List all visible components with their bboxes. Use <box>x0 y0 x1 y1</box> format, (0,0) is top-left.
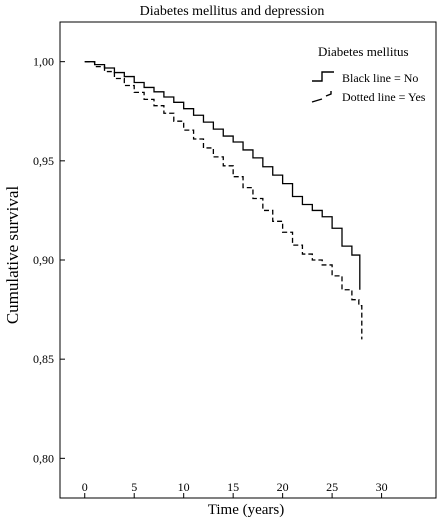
series-line-yes <box>84 61 363 340</box>
x-axis-ticks: 0 5 10 15 20 25 30 <box>82 480 388 498</box>
x-axis-label: Time (years) <box>208 502 285 518</box>
legend: Diabetes mellitus Black line = No Dotted… <box>311 44 426 104</box>
y-tick-label: 0,90 <box>33 253 54 267</box>
legend-label-no: Black line = No <box>342 71 418 85</box>
x-tick-label: 25 <box>326 480 338 494</box>
y-axis-label: Cumulative survival <box>3 186 22 325</box>
y-tick-label: 0,95 <box>33 154 54 168</box>
x-tick-label: 5 <box>131 480 137 494</box>
y-tick-label: 1,00 <box>33 55 54 69</box>
series-line-no <box>84 61 361 290</box>
x-tick-label: 0 <box>82 480 88 494</box>
legend-swatch-yes <box>311 91 332 103</box>
x-tick-label: 10 <box>178 480 190 494</box>
legend-label-yes: Dotted line = Yes <box>342 90 426 104</box>
x-tick-label: 30 <box>376 480 388 494</box>
series-layer <box>84 61 363 340</box>
chart-title: Diabetes mellitus and depression <box>140 4 325 19</box>
legend-swatch-no <box>312 71 334 82</box>
y-tick-label: 0,85 <box>33 352 54 366</box>
y-axis-ticks: 0,80 0,85 0,90 0,95 1,00 <box>33 55 65 465</box>
x-tick-label: 15 <box>227 480 239 494</box>
x-tick-label: 20 <box>277 480 289 494</box>
y-tick-label: 0,80 <box>33 451 54 465</box>
legend-title: Diabetes mellitus <box>318 44 409 59</box>
